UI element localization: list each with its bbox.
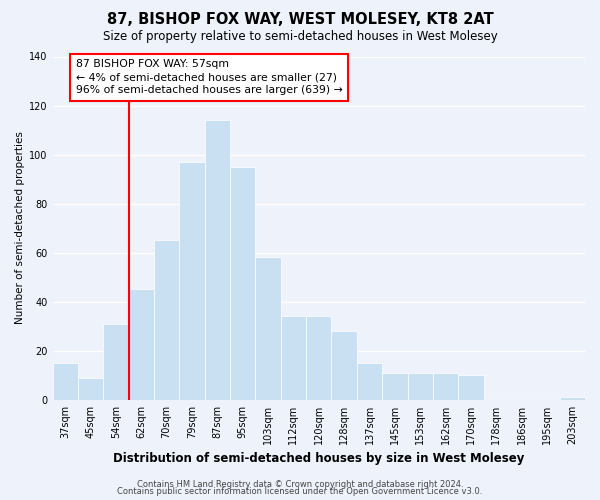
Y-axis label: Number of semi-detached properties: Number of semi-detached properties [15, 132, 25, 324]
Text: 87, BISHOP FOX WAY, WEST MOLESEY, KT8 2AT: 87, BISHOP FOX WAY, WEST MOLESEY, KT8 2A… [107, 12, 493, 28]
X-axis label: Distribution of semi-detached houses by size in West Molesey: Distribution of semi-detached houses by … [113, 452, 524, 465]
Text: Contains public sector information licensed under the Open Government Licence v3: Contains public sector information licen… [118, 487, 482, 496]
Text: Size of property relative to semi-detached houses in West Molesey: Size of property relative to semi-detach… [103, 30, 497, 43]
Bar [179, 162, 205, 400]
Text: 87 BISHOP FOX WAY: 57sqm
← 4% of semi-detached houses are smaller (27)
96% of se: 87 BISHOP FOX WAY: 57sqm ← 4% of semi-de… [76, 59, 343, 96]
Text: Contains HM Land Registry data © Crown copyright and database right 2024.: Contains HM Land Registry data © Crown c… [137, 480, 463, 489]
Bar [205, 120, 230, 400]
Bar [53, 363, 78, 400]
Bar [154, 240, 179, 400]
Bar [306, 316, 331, 400]
Bar [433, 372, 458, 400]
Bar [458, 375, 484, 400]
Bar [560, 397, 585, 400]
Bar [281, 316, 306, 400]
Bar [382, 372, 407, 400]
Bar [103, 324, 128, 400]
Bar [407, 372, 433, 400]
Bar [128, 290, 154, 400]
Bar [357, 363, 382, 400]
Bar [331, 331, 357, 400]
Bar [78, 378, 103, 400]
Bar [256, 258, 281, 400]
Bar [230, 167, 256, 400]
